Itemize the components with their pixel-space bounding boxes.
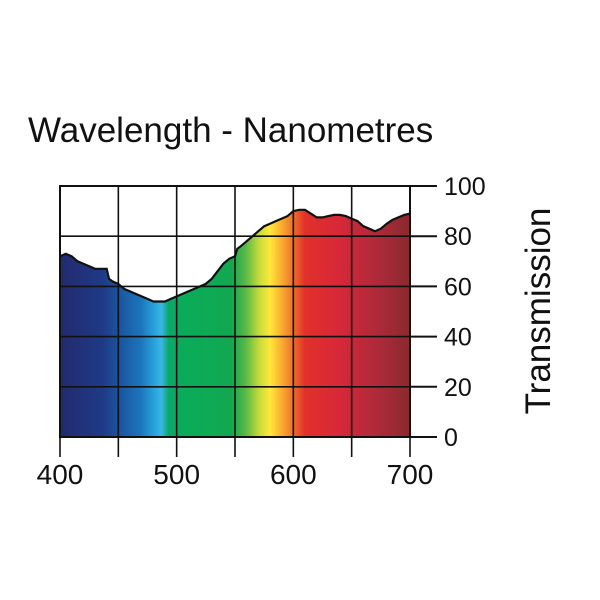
x-tick-label: 600	[270, 459, 317, 490]
chart-title: Wavelength - Nanometres	[28, 111, 433, 150]
x-tick-label: 400	[37, 459, 84, 490]
y-tick-label: 0	[444, 424, 458, 452]
y-tick-label: 40	[444, 324, 472, 352]
transmission-curve	[59, 208, 411, 303]
x-axis-ticks: 400 500 600 700	[37, 459, 434, 490]
y-tick-label: 100	[444, 173, 486, 201]
y-axis-ticks: 0 20 40 60 80 100	[410, 173, 486, 452]
plot-frame	[59, 185, 411, 438]
y-tick-label: 20	[444, 374, 472, 402]
x-tick-label: 700	[387, 459, 434, 490]
x-tick-label: 500	[153, 459, 200, 490]
y-axis-title: Transmission	[519, 208, 558, 415]
y-tick-label: 60	[444, 273, 472, 301]
y-tick-label: 80	[444, 223, 472, 251]
